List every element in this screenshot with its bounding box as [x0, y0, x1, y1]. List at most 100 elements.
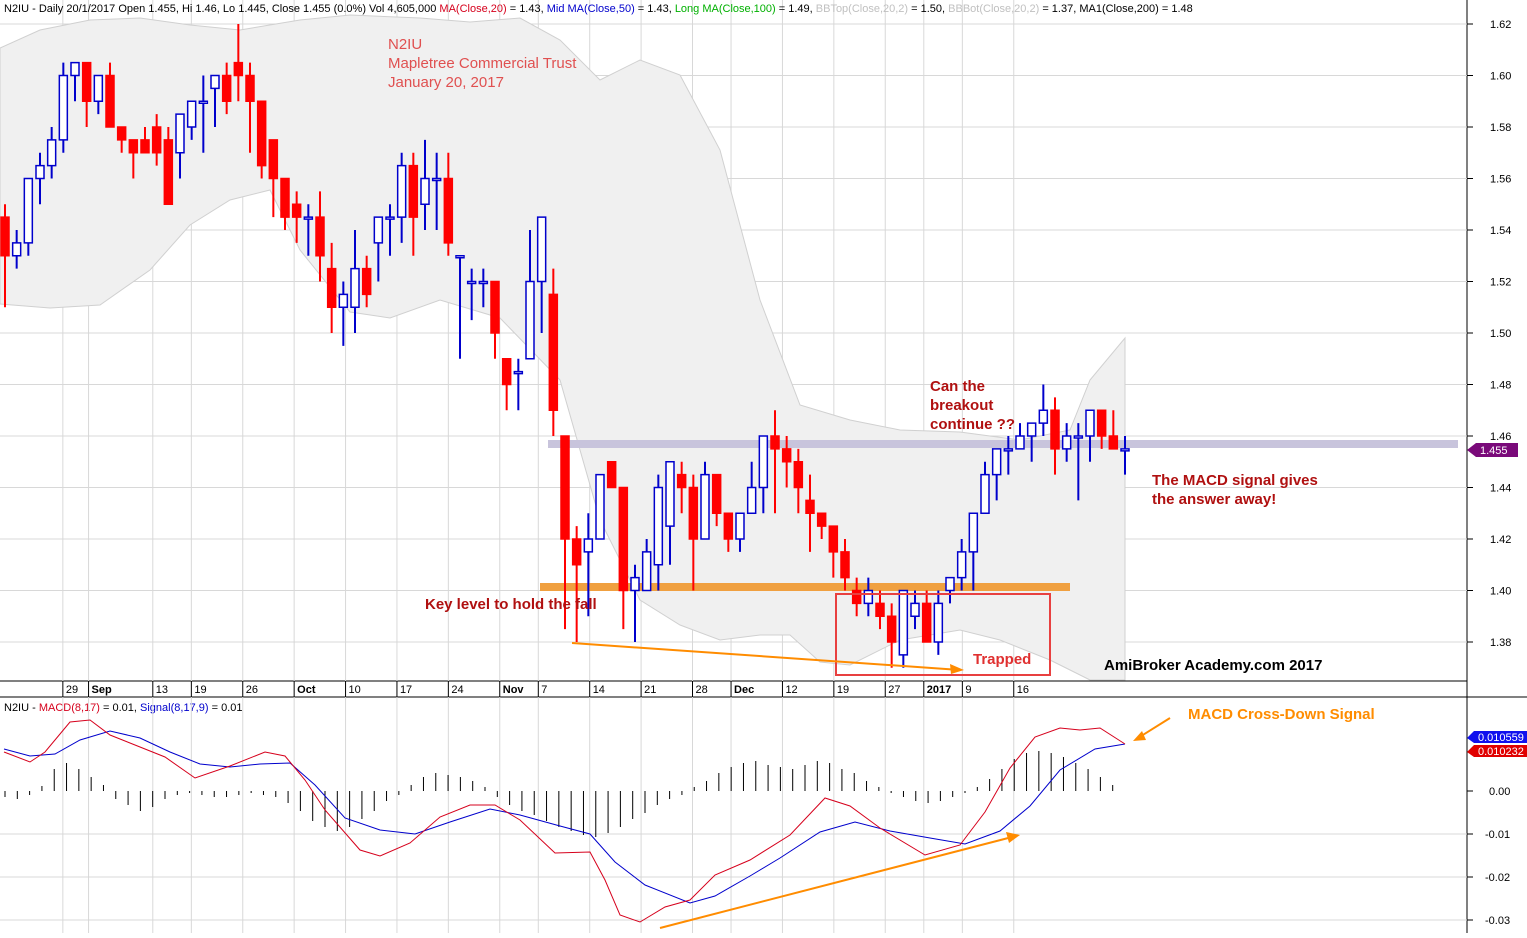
candle-body [105, 74, 115, 128]
candle-body [770, 435, 780, 450]
candle-body [513, 370, 524, 375]
candle-body [910, 602, 920, 617]
header-segment: = 1.50, [908, 3, 948, 15]
candle-body [781, 448, 792, 463]
annotations: N2IU Mapletree Commercial Trust January … [388, 36, 1322, 676]
candle [501, 358, 512, 411]
price-tick-label: 1.50 [1490, 328, 1511, 340]
trapped-box [835, 593, 1051, 676]
candle-body [886, 615, 897, 643]
price-divergence-arrowhead [950, 664, 964, 674]
candle [921, 590, 932, 643]
candle [851, 577, 862, 617]
candle-body [303, 216, 314, 220]
candle [443, 152, 454, 256]
candle [163, 127, 174, 205]
date-tick-label: 16 [1017, 684, 1029, 696]
candle [303, 204, 314, 256]
candle-body [373, 216, 384, 244]
candle [863, 577, 874, 617]
price-tick-label: 1.52 [1490, 277, 1511, 289]
candle [630, 564, 640, 642]
candle [35, 152, 45, 205]
candle [291, 191, 302, 243]
candle-body [128, 139, 139, 154]
svg-text:0.00: 0.00 [1489, 786, 1510, 798]
candle-body [490, 280, 500, 334]
candle [116, 126, 127, 153]
date-tick-label: 12 [785, 684, 797, 696]
candle [933, 590, 944, 655]
candle [455, 255, 465, 359]
date-tick-label: 13 [156, 684, 168, 696]
candle [350, 230, 360, 333]
macd-vertical-grid [62, 697, 1015, 933]
candle-body [198, 100, 209, 104]
candle [280, 177, 290, 230]
candle-body [945, 576, 955, 592]
candle-body [1085, 409, 1095, 437]
candle-body [630, 576, 640, 592]
candle [478, 268, 489, 308]
candle-body [700, 473, 710, 540]
candle [338, 281, 349, 346]
candle-body [1003, 448, 1014, 452]
candle-body [595, 473, 605, 540]
candle-body [711, 473, 722, 514]
macd-pane-header: N2IU - MACD(8,17) = 0.01, Signal(8,17,9)… [4, 702, 242, 714]
candle [175, 113, 185, 179]
candle [408, 152, 419, 256]
candle-body [933, 602, 944, 643]
macd-divergence-arrow [659, 835, 1017, 929]
candle-body [606, 461, 617, 489]
candle-body [1108, 435, 1119, 450]
candle [816, 512, 827, 539]
header-segment: = 0.01 [209, 702, 243, 714]
candle [1003, 436, 1014, 475]
candle-body [805, 499, 815, 514]
header-segment: MA(Close,20) [439, 3, 506, 15]
candle [326, 242, 337, 333]
candle-body [210, 74, 220, 90]
header-segment: Long MA(Close,100) [675, 3, 776, 15]
date-tick-label: Nov [503, 684, 525, 696]
candle [536, 216, 547, 333]
candle [898, 589, 909, 668]
price-tick-label: 1.60 [1490, 71, 1511, 83]
price-tick-label: 1.40 [1490, 586, 1511, 598]
price-axis: 1.38 1.40 1.42 1.44 1.46 1.48 1.50 1.52 1.54 1.56… [1467, 19, 1511, 649]
candle-body [980, 473, 990, 514]
date-tick-label: 26 [246, 684, 258, 696]
candle-body [361, 267, 372, 296]
svg-text:-0.03: -0.03 [1485, 915, 1510, 927]
candle-body [863, 589, 874, 605]
price-pane-header: N2IU - Daily 20/1/2017 Open 1.455, Hi 1.… [4, 3, 1193, 15]
date-tick-label: 28 [696, 684, 708, 696]
candle-body [385, 216, 395, 220]
candle-body [875, 602, 885, 617]
price-tick-label: 1.58 [1490, 122, 1511, 134]
candle [1026, 422, 1037, 462]
macd-note-line2: the answer away! [1152, 491, 1276, 508]
candle-body [536, 216, 547, 283]
price-tick-label: 1.46 [1490, 431, 1511, 443]
candle [105, 62, 115, 128]
candle [1073, 423, 1084, 501]
candle [513, 358, 524, 411]
candle [711, 473, 722, 527]
svg-text:-0.01: -0.01 [1485, 829, 1510, 841]
svg-text:-0.02: -0.02 [1485, 872, 1510, 884]
candle-body [0, 216, 10, 257]
date-tick-label: 17 [400, 684, 412, 696]
candle [618, 486, 629, 630]
candle-body [618, 486, 629, 592]
candle [46, 127, 57, 179]
candle-body [93, 74, 104, 102]
chart-title-symbol: N2IU [388, 36, 422, 53]
candle-body [571, 538, 582, 566]
macd-pane: 0.00 -0.01 -0.02 -0.03 MACD Cross-Down S… [0, 697, 1527, 933]
candle [1061, 423, 1072, 462]
macd-cross-down-label: MACD Cross-Down Signal [1188, 706, 1375, 723]
chart-title-date: January 20, 2017 [388, 74, 504, 91]
candle-body [735, 512, 745, 540]
